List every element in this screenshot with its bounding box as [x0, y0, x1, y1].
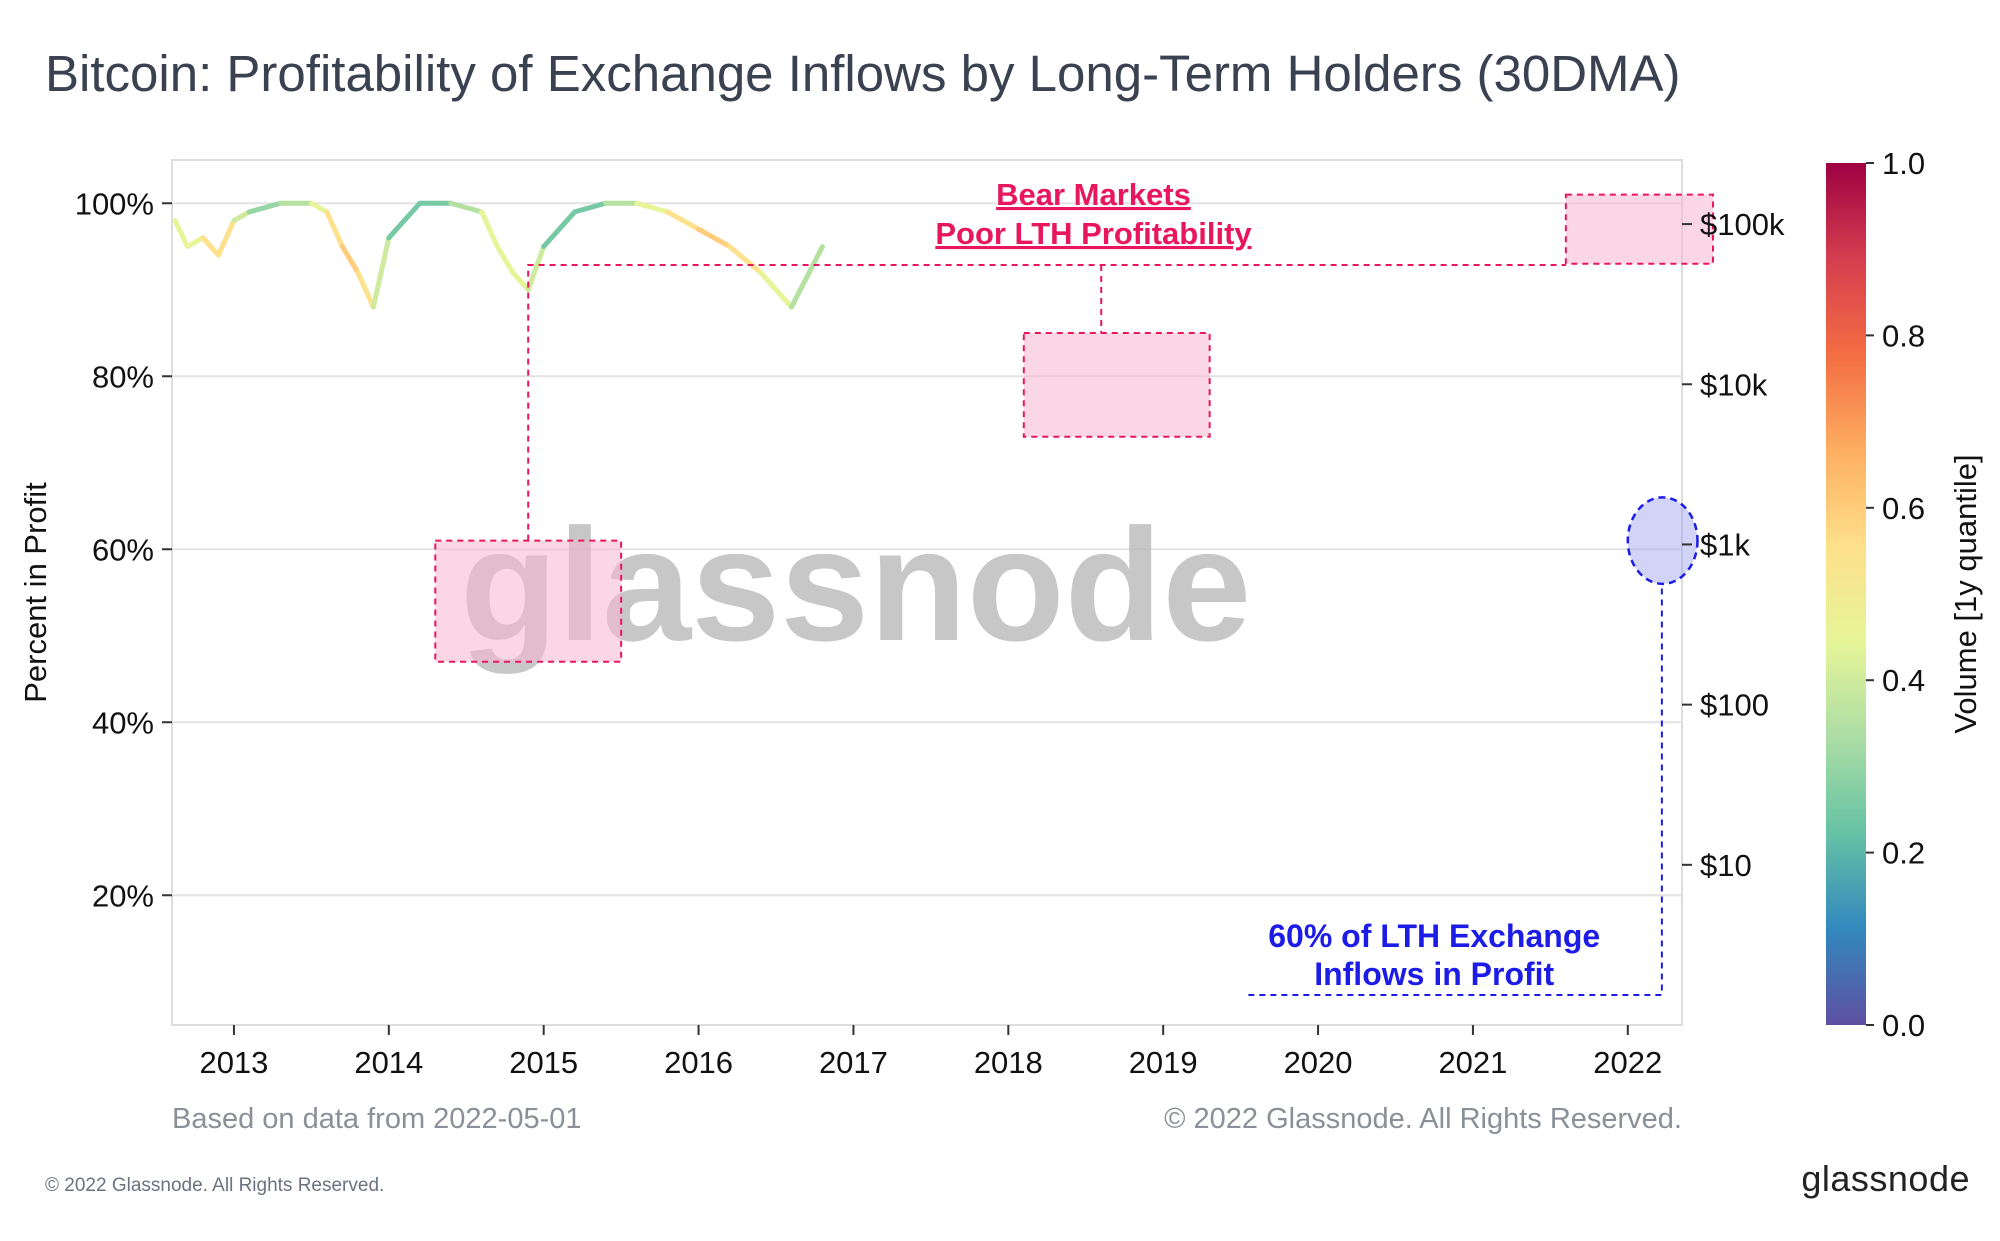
profit-segment — [308, 200, 330, 215]
x-tick-label: 2016 — [664, 1045, 733, 1080]
y-right-tick-label: $100k — [1700, 207, 1785, 242]
bear-connector-line — [527, 264, 1566, 541]
x-tick-label: 2022 — [1593, 1045, 1662, 1080]
y-axis-label-left: Percent in Profit — [18, 482, 53, 703]
profit-segment — [200, 235, 221, 258]
y-right-tick-label: $10k — [1700, 367, 1768, 402]
y-right-tick-label: $1k — [1700, 527, 1750, 562]
y-left-tick-label: 100% — [75, 186, 154, 221]
chart-copyright: © 2022 Glassnode. All Rights Reserved. — [1164, 1103, 1682, 1135]
colorbar-gradient — [1826, 163, 1866, 1025]
highlight-current-60pct — [1626, 496, 1699, 586]
x-tick-label: 2018 — [974, 1045, 1043, 1080]
plot-frame — [171, 159, 1683, 1026]
highlight-bear-2021-2022 — [1564, 193, 1714, 265]
profit-segment — [634, 200, 671, 215]
profit-segment — [510, 269, 531, 293]
profit-segment — [355, 269, 376, 310]
x-tick-label: 2014 — [354, 1045, 423, 1080]
highlight-bear-2014-2015 — [434, 539, 623, 663]
x-tick-label: 2013 — [199, 1045, 268, 1080]
colorbar-tick-label: 0.6 — [1882, 491, 1925, 526]
profit-segment — [696, 226, 733, 249]
profit-segment — [525, 244, 547, 293]
profit-segment — [665, 209, 702, 232]
colorbar: 0.0 0.2 0.4 0.6 0.8 1.0 Volume [1y quantile] — [1826, 146, 1983, 1043]
y-left-tick-label: 60% — [92, 532, 154, 567]
profit-segment — [246, 200, 283, 215]
axes: 2013 2014 2015 2016 2017 2018 2019 2020 2021 2022… — [18, 186, 1785, 1135]
x-tick-label: 2015 — [509, 1045, 578, 1080]
footer-copyright: © 2022 Glassnode. All Rights Reserved. — [45, 1175, 385, 1196]
profit-segment — [370, 235, 392, 310]
profit-line — [172, 200, 825, 310]
profit-segment — [727, 244, 764, 275]
profit-segment — [494, 244, 516, 275]
profit-segment — [215, 218, 237, 258]
annotation-poor-lth-profitability: Poor LTH Profitability — [935, 216, 1252, 251]
highlight-regions — [434, 193, 1714, 663]
y-left-tick-label: 80% — [92, 359, 154, 394]
profit-segment — [172, 218, 190, 249]
x-tick-label: 2017 — [819, 1045, 888, 1080]
profit-segment — [184, 235, 206, 249]
annotation-bear-markets: Bear Markets — [996, 177, 1191, 212]
x-tick-label: 2019 — [1129, 1045, 1198, 1080]
profit-segment — [788, 244, 825, 310]
highlight-bear-2018-2019 — [1022, 332, 1211, 438]
profit-segment — [572, 200, 609, 215]
colorbar-tick-label: 0.2 — [1882, 836, 1925, 871]
profit-segment — [479, 209, 500, 249]
x-tick-label: 2021 — [1438, 1045, 1507, 1080]
profit-segment — [541, 209, 578, 249]
y-left-tick-label: 40% — [92, 705, 154, 740]
profit-segment — [448, 200, 485, 215]
profit-segment — [758, 269, 794, 310]
profit-segment — [324, 209, 345, 249]
profit-segment — [339, 244, 361, 275]
profit-segment — [231, 209, 252, 224]
annotation-60pct-line2: Inflows in Profit — [1314, 956, 1554, 992]
colorbar-tick-label: 0.0 — [1882, 1008, 1925, 1043]
y-right-tick-label: $10 — [1700, 848, 1752, 883]
annotation-60pct-line1: 60% of LTH Exchange — [1268, 918, 1600, 954]
y-left-tick-label: 20% — [92, 878, 154, 913]
profit-segment — [386, 200, 423, 241]
chart-title: Bitcoin: Profitability of Exchange Inflo… — [45, 45, 1681, 102]
footer-brand-logo: glassnode — [1801, 1158, 1970, 1199]
colorbar-tick-label: 1.0 — [1882, 146, 1925, 181]
x-tick-label: 2020 — [1284, 1045, 1353, 1080]
colorbar-tick-label: 0.8 — [1882, 318, 1925, 353]
colorbar-label: Volume [1y quantile] — [1948, 454, 1983, 733]
annotations: Bear Markets Poor LTH Profitability 60% of… — [527, 177, 1663, 996]
source-note: Based on data from 2022-05-01 — [172, 1103, 582, 1135]
colorbar-tick-label: 0.4 — [1882, 663, 1925, 698]
y-right-tick-label: $100 — [1700, 688, 1769, 723]
blue-connector-line — [1248, 583, 1663, 996]
